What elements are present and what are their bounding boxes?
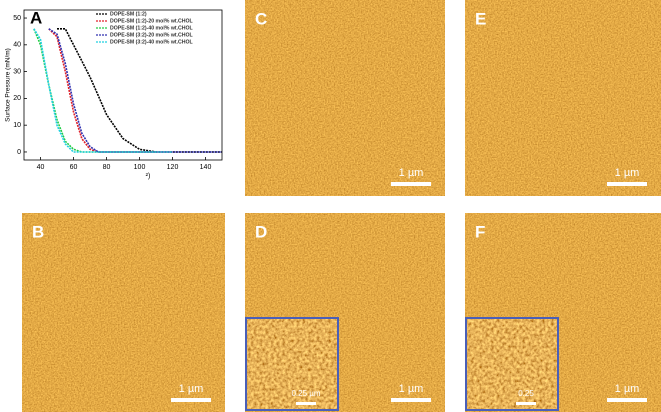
scale-bar (391, 182, 431, 186)
scale-bar-label: 1 µm (615, 383, 640, 395)
y-tick-label: 10 (13, 122, 21, 129)
scale-bar-label: 1 µm (399, 383, 424, 395)
inset-scale-bar-label: 0.25 µm (291, 389, 320, 398)
series-line (33, 28, 173, 153)
panel-label: F (475, 222, 485, 241)
inset-image (466, 318, 558, 410)
inset-scale-bar (296, 402, 316, 405)
x-tick-label: 60 (70, 164, 78, 171)
y-tick-label: 0 (17, 149, 21, 156)
inset-image (246, 318, 338, 410)
scale-bar-label: 1 µm (399, 167, 424, 179)
x-tick-label: 80 (103, 164, 111, 171)
x-axis-label: ²) (146, 173, 151, 180)
legend-label: DOPE-SM (1:2) (110, 11, 147, 17)
afm-image (22, 213, 225, 412)
legend-label: DOPE-SM (1:2)-40 mol% wt.CHOL (110, 25, 194, 31)
y-tick-label: 40 (13, 42, 21, 49)
afm-image (245, 0, 445, 196)
legend-label: DOPE-SM (3:2)-20 mol% wt.CHOL (110, 32, 194, 38)
legend-label: DOPE-SM (3:2)-40 mol% wt.CHOL (110, 39, 194, 45)
scale-bar (607, 398, 647, 402)
plot-frame (23, 9, 223, 161)
x-tick-label: 140 (200, 164, 212, 171)
series-line (33, 28, 156, 153)
inset-frame (245, 317, 339, 411)
legend-label: DOPE-SM (1:2)-20 mol% wt.CHOL (110, 18, 194, 24)
panel-label: E (475, 9, 486, 28)
inset-scale-bar-label: 0.25 (518, 389, 534, 398)
scale-bar-label: 1 µm (179, 383, 204, 395)
panel-label: B (32, 222, 44, 241)
y-tick-label: 30 (13, 68, 21, 75)
inset-scale-bar (516, 402, 536, 405)
inset-frame (465, 317, 559, 411)
afm-image (465, 0, 661, 196)
series-line (48, 28, 173, 153)
y-tick-label: 20 (13, 95, 21, 102)
y-tick-label: 50 (13, 15, 21, 22)
panel-label: D (255, 222, 267, 241)
scale-bar-label: 1 µm (615, 167, 640, 179)
panel-label: A (30, 8, 42, 27)
y-axis-label: Surface Pressure (mN/m) (5, 48, 12, 122)
scale-bar (607, 182, 647, 186)
x-tick-label: 40 (37, 164, 45, 171)
scale-bar (171, 398, 211, 402)
series-line (48, 28, 222, 153)
panel-label: C (255, 9, 267, 28)
scale-bar (391, 398, 431, 402)
x-tick-label: 100 (134, 164, 146, 171)
x-tick-label: 120 (167, 164, 179, 171)
